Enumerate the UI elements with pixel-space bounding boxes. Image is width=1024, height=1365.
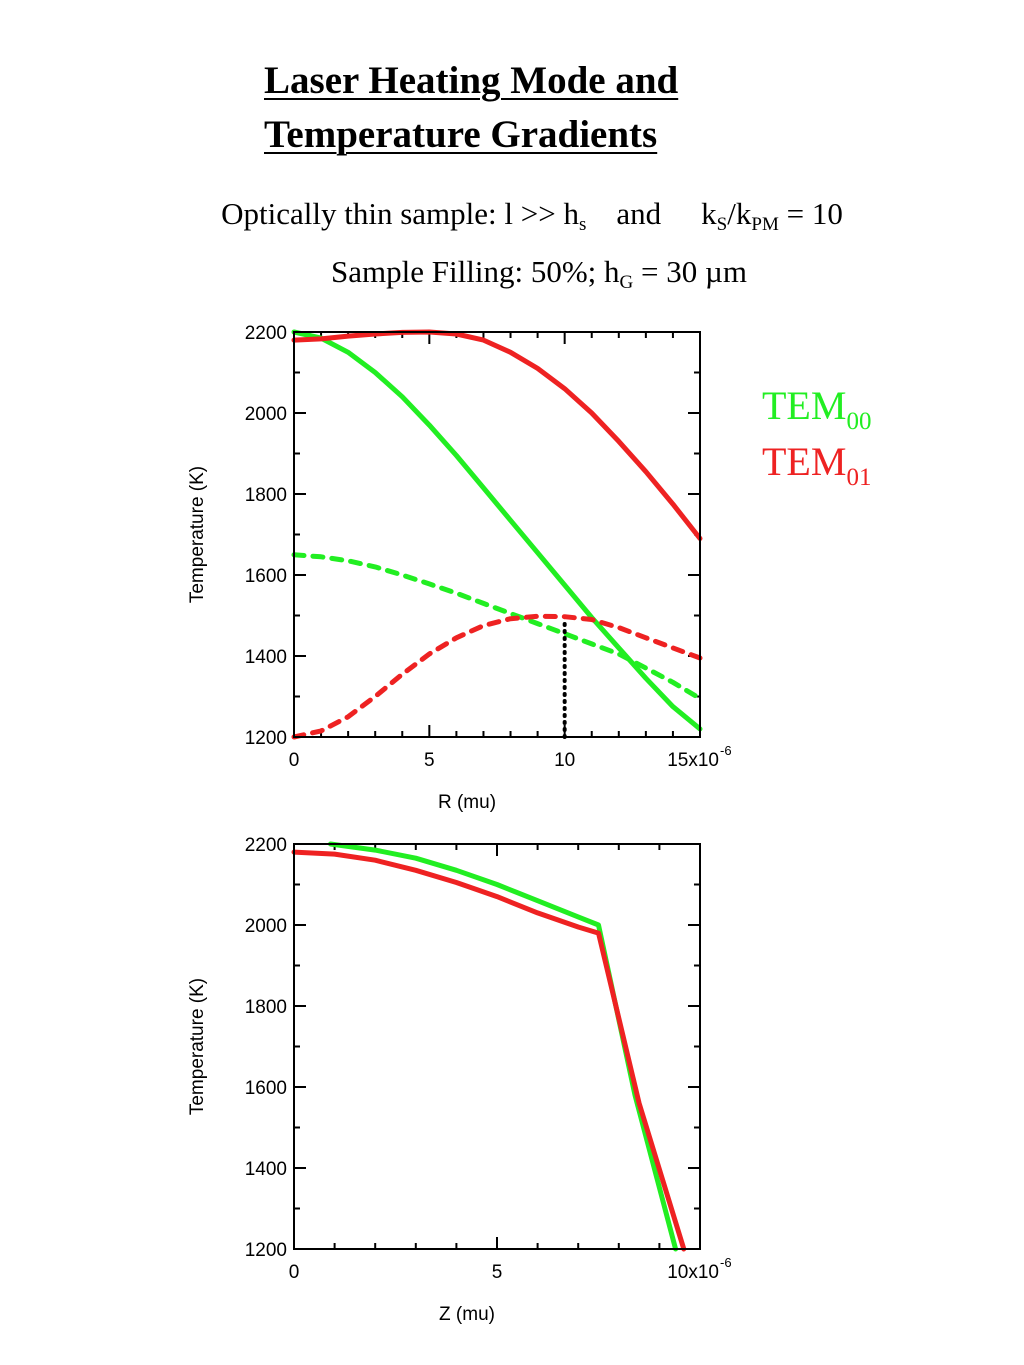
subtitle-sub-S: S bbox=[716, 214, 728, 235]
y-axis-label: Temperature (K) bbox=[187, 978, 208, 1115]
chart-1: 1200 1400 1600 1800 2000 2200 0 5 10 15x10 -6 R (mu… bbox=[187, 323, 732, 813]
y-tick-label: 1200 bbox=[245, 728, 287, 749]
legend-tem00: TEM00 bbox=[762, 382, 871, 434]
y-tick-label: 2200 bbox=[245, 835, 287, 856]
y-tick-label: 1400 bbox=[245, 647, 287, 668]
subtitle-ratio: = 10 bbox=[778, 196, 843, 231]
subtitle-conditions: Optically thin sample: l >> hs and kS/kPM … bbox=[0, 196, 1024, 235]
y-tick-label: 1800 bbox=[245, 485, 287, 506]
page-title: Laser Heating Mode and Temperature Gradi… bbox=[264, 54, 824, 162]
series-tem00-solid bbox=[291, 329, 703, 732]
filling-suffix: = 30 µm bbox=[633, 254, 747, 289]
y-tick-label: 2000 bbox=[245, 404, 287, 425]
y-tick-label: 2000 bbox=[245, 916, 287, 937]
legend-tem01-base: TEM bbox=[762, 439, 847, 484]
x-tick-label: 0 bbox=[289, 1262, 300, 1283]
subtitle-prefix: Optically thin sample: l >> h bbox=[221, 196, 579, 231]
legend-tem00-base: TEM bbox=[762, 383, 847, 428]
x-tick-label: 10x10 bbox=[667, 1262, 719, 1283]
title-line-2: Temperature Gradients bbox=[264, 113, 658, 156]
x-axis-label: R (mu) bbox=[438, 792, 496, 813]
subtitle-slash-k: /k bbox=[727, 196, 752, 231]
subtitle-k: k bbox=[701, 196, 717, 231]
series-tem00-dashed bbox=[291, 552, 703, 701]
legend-tem00-sub: 00 bbox=[846, 408, 872, 435]
plot-frame bbox=[293, 843, 701, 1250]
x-tick-label: 5 bbox=[492, 1262, 503, 1283]
subtitle-sub-s: s bbox=[579, 214, 587, 235]
x-tick-label: 0 bbox=[289, 750, 300, 771]
x-tick-label: 15x10 bbox=[667, 750, 719, 771]
y-tick-label: 1400 bbox=[245, 1159, 287, 1180]
x-tick-label: 5 bbox=[424, 750, 435, 771]
title-line-1: Laser Heating Mode and bbox=[264, 59, 679, 102]
series-tem01-dashed bbox=[291, 613, 703, 740]
y-tick-label: 1800 bbox=[245, 997, 287, 1018]
y-axis-label: Temperature (K) bbox=[187, 466, 208, 603]
filling-sub-G: G bbox=[619, 272, 634, 293]
y-tick-label: 1600 bbox=[245, 566, 287, 587]
y-tick-label: 1600 bbox=[245, 1078, 287, 1099]
y-tick-label: 2200 bbox=[245, 323, 287, 344]
y-tick-label: 1200 bbox=[245, 1240, 287, 1261]
series-tem01-solid bbox=[291, 329, 703, 541]
x-exponent-label: -6 bbox=[720, 1255, 732, 1270]
filling-prefix: Sample Filling: 50%; h bbox=[331, 254, 620, 289]
series-tem01-solid bbox=[291, 849, 687, 1252]
x-exponent-label: -6 bbox=[720, 743, 732, 758]
subtitle-filling: Sample Filling: 50%; hG = 30 µm bbox=[0, 254, 1024, 293]
legend-tem01: TEM01 bbox=[762, 438, 871, 490]
x-axis-label: Z (mu) bbox=[439, 1304, 495, 1325]
legend-tem01-sub: 01 bbox=[846, 464, 872, 491]
subtitle-and: and bbox=[616, 196, 662, 231]
plot-frame bbox=[293, 331, 701, 738]
x-tick-label: 10 bbox=[554, 750, 575, 771]
chart-2: 1200 1400 1600 1800 2000 2200 0 5 10x10 -6 Z (mu) T… bbox=[187, 835, 732, 1325]
subtitle-sub-PM: PM bbox=[751, 214, 779, 235]
